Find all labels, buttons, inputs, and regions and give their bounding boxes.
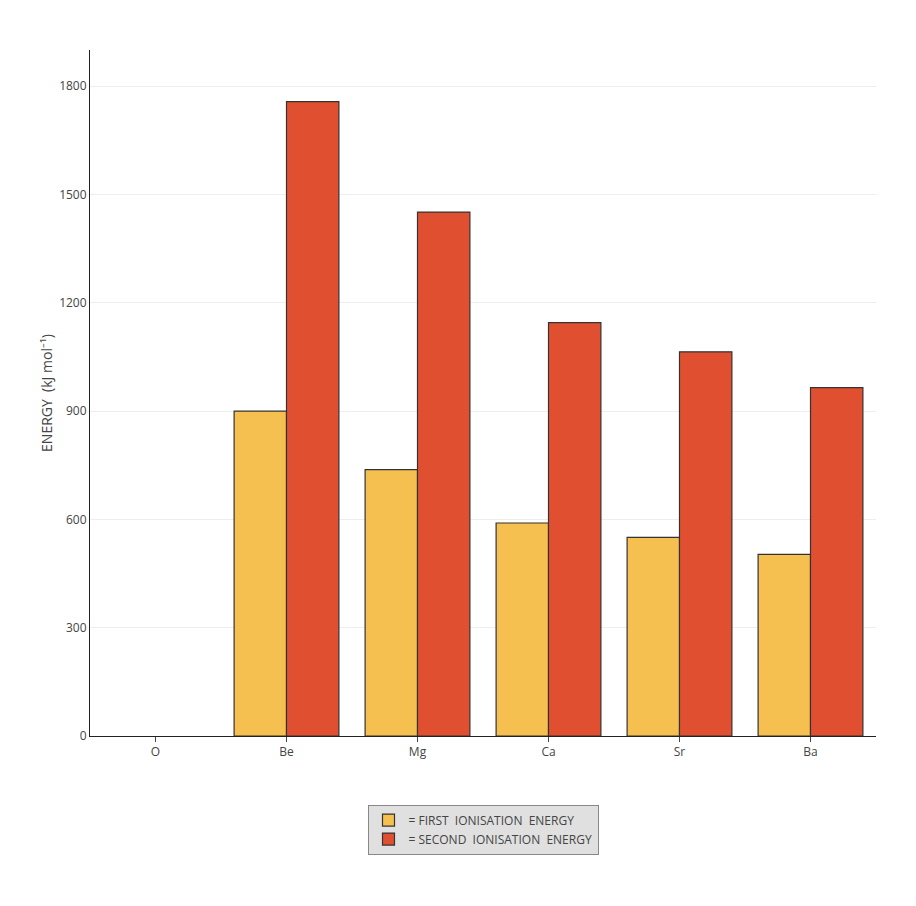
svg-text:Be: Be xyxy=(279,743,294,760)
svg-text:Mg: Mg xyxy=(409,743,427,760)
svg-text:= SECOND IONISATION ENERGY: = SECOND IONISATION ENERGY xyxy=(409,831,592,848)
svg-text:1500: 1500 xyxy=(59,186,87,203)
svg-text:0: 0 xyxy=(80,727,87,744)
svg-text:= FIRST IONISATION ENERGY: = FIRST IONISATION ENERGY xyxy=(409,812,575,829)
svg-text:O: O xyxy=(151,743,160,760)
svg-text:900: 900 xyxy=(66,402,87,419)
svg-text:Ca: Ca xyxy=(541,743,555,760)
svg-text:300: 300 xyxy=(66,619,87,636)
svg-text:ENERGY (kJ mol⁻¹): ENERGY (kJ mol⁻¹) xyxy=(37,334,56,452)
svg-text:1200: 1200 xyxy=(59,294,87,311)
svg-text:Ba: Ba xyxy=(803,743,817,760)
svg-text:Sr: Sr xyxy=(674,743,686,760)
svg-text:600: 600 xyxy=(66,511,87,528)
svg-text:1800: 1800 xyxy=(59,77,87,94)
